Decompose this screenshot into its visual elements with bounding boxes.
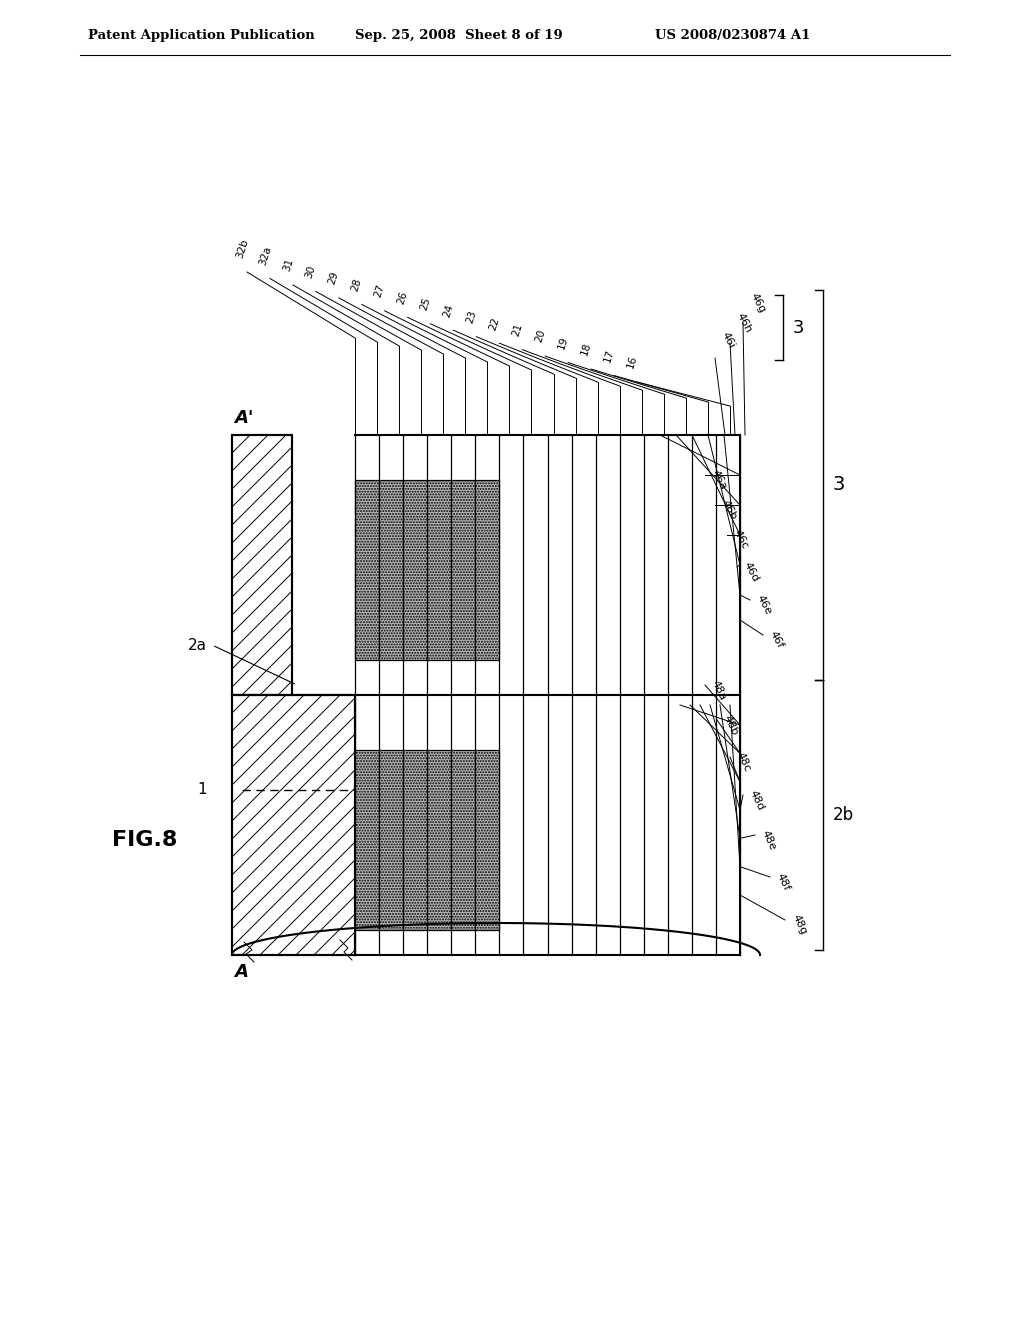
Text: 23: 23 <box>465 309 478 325</box>
Text: Sep. 25, 2008  Sheet 8 of 19: Sep. 25, 2008 Sheet 8 of 19 <box>355 29 563 41</box>
Text: 17: 17 <box>602 348 615 363</box>
Text: 25: 25 <box>419 296 432 312</box>
Text: 22: 22 <box>487 315 501 331</box>
Bar <box>379 750 403 931</box>
Text: 1: 1 <box>198 783 207 797</box>
Text: 20: 20 <box>534 329 547 345</box>
Text: 2b: 2b <box>833 807 854 824</box>
Text: 46d: 46d <box>742 560 761 583</box>
Bar <box>475 750 500 931</box>
Bar <box>475 480 500 660</box>
Text: 46g: 46g <box>748 292 767 315</box>
Text: 16: 16 <box>626 354 639 370</box>
Bar <box>452 480 475 660</box>
Bar <box>232 696 355 954</box>
Text: 46f: 46f <box>768 630 785 651</box>
Text: 29: 29 <box>327 271 341 286</box>
Text: 46b: 46b <box>720 499 738 521</box>
Text: US 2008/0230874 A1: US 2008/0230874 A1 <box>655 29 810 41</box>
Text: 28: 28 <box>350 277 364 292</box>
Bar <box>452 750 475 931</box>
Text: 48d: 48d <box>748 788 766 812</box>
Text: A': A' <box>234 409 253 426</box>
Bar <box>232 436 292 696</box>
Text: 18: 18 <box>580 342 593 356</box>
Text: 30: 30 <box>304 264 317 280</box>
Bar <box>232 436 292 696</box>
Text: 2a: 2a <box>188 638 207 652</box>
Text: 48a: 48a <box>710 678 728 702</box>
Text: 46h: 46h <box>735 312 754 335</box>
Bar <box>403 750 427 931</box>
Text: 31: 31 <box>281 257 295 273</box>
Bar <box>427 480 452 660</box>
Text: 46a: 46a <box>710 469 729 491</box>
Text: 32a: 32a <box>257 244 272 267</box>
Text: 32b: 32b <box>234 238 250 260</box>
Bar <box>355 750 379 931</box>
Bar <box>427 750 452 931</box>
Text: 3: 3 <box>833 475 846 495</box>
Text: 19: 19 <box>556 335 570 351</box>
Text: Patent Application Publication: Patent Application Publication <box>88 29 314 41</box>
Bar <box>403 480 427 660</box>
Text: 48c: 48c <box>735 751 753 774</box>
Text: 48f: 48f <box>775 871 792 892</box>
Text: 27: 27 <box>373 282 386 298</box>
Bar <box>355 480 379 660</box>
Text: A: A <box>234 964 248 981</box>
Text: 3: 3 <box>793 319 805 337</box>
Bar <box>379 480 403 660</box>
Text: 21: 21 <box>511 322 524 338</box>
Text: FIG.8: FIG.8 <box>112 830 177 850</box>
Text: 26: 26 <box>396 289 410 305</box>
Bar <box>232 696 355 954</box>
Text: 46c: 46c <box>732 529 751 552</box>
Text: 46e: 46e <box>755 594 774 616</box>
Text: 48e: 48e <box>760 829 778 851</box>
Text: 48b: 48b <box>722 713 740 737</box>
Text: 24: 24 <box>441 302 456 318</box>
Text: 48g: 48g <box>790 913 808 937</box>
Text: 46i: 46i <box>720 330 737 350</box>
